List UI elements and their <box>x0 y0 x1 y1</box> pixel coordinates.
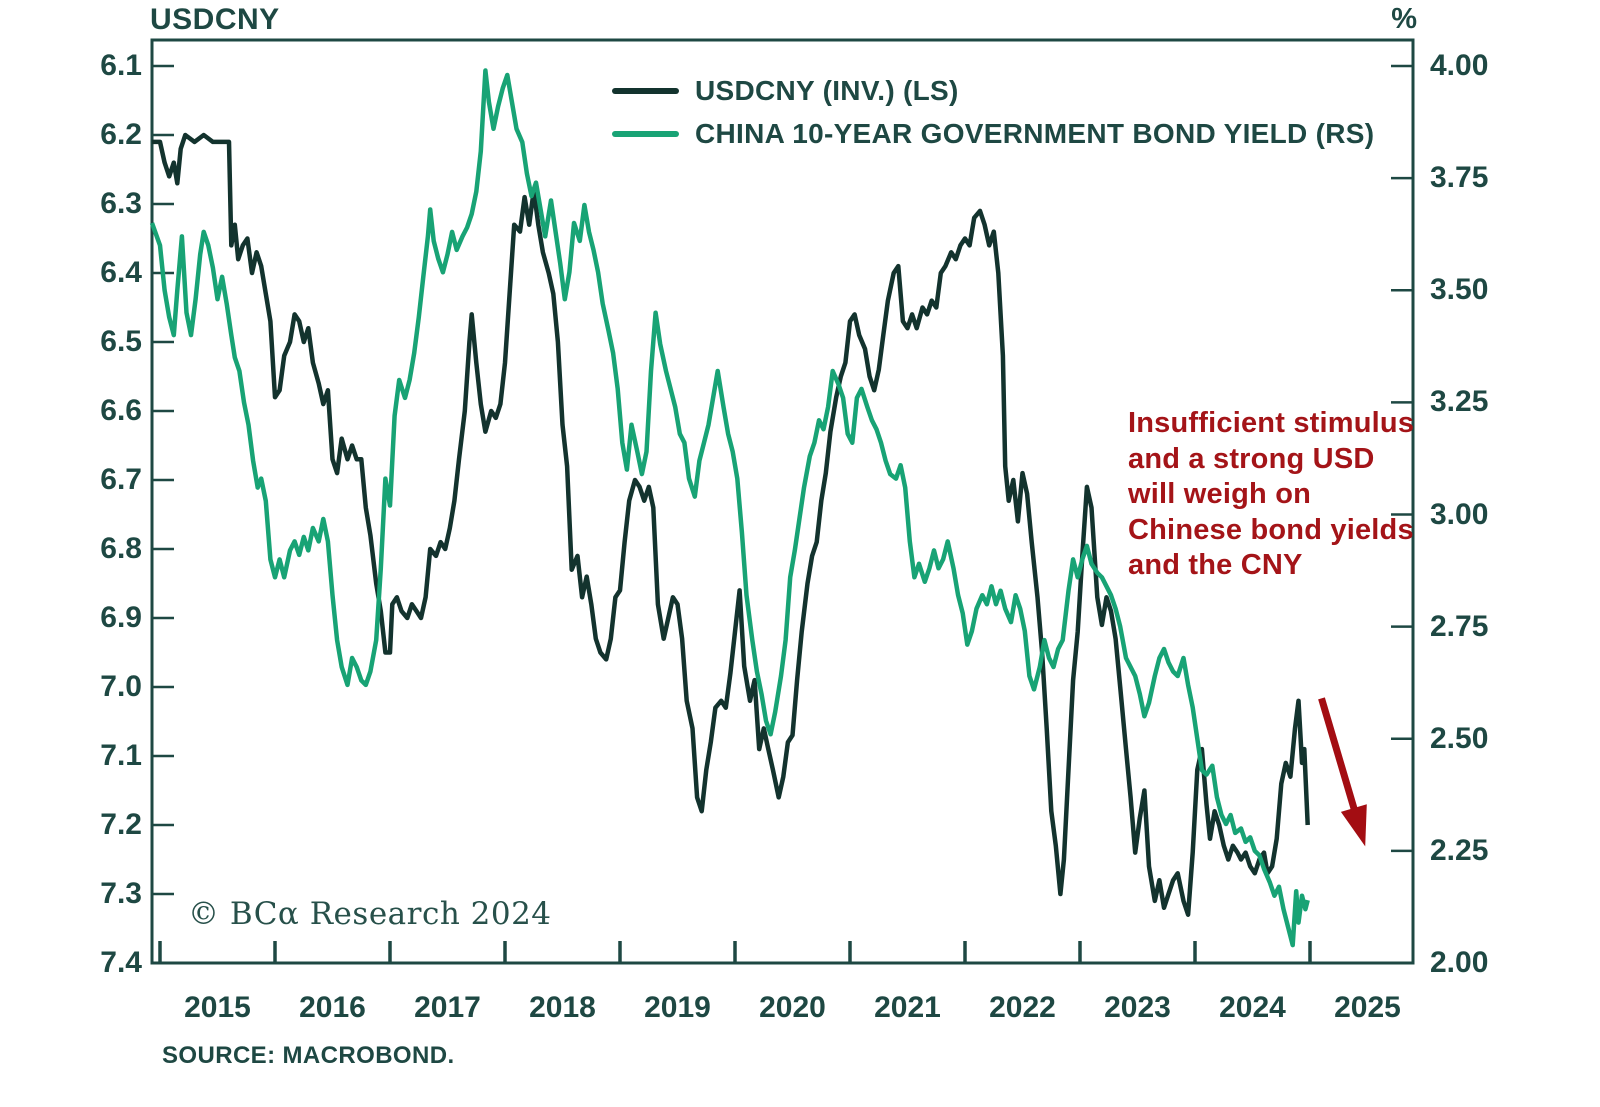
usdcny-line <box>152 132 1310 917</box>
annotation-text: Insufficient stimulus and a strong USD w… <box>1128 407 1415 581</box>
left-axis-tick-label: 6.9 <box>100 601 142 634</box>
left-axis-tick-label: 7.3 <box>100 877 142 910</box>
legend: USDCNY (INV.) (LS) CHINA 10-YEAR GOVERNM… <box>612 75 1375 162</box>
x-axis-year-label: 2018 <box>529 991 596 1024</box>
legend-line-swatch-dark <box>612 88 679 94</box>
trend-arrow-head <box>1340 804 1367 847</box>
right-axis-tick-label: 2.00 <box>1430 946 1489 979</box>
left-axis-tick-label: 6.3 <box>100 187 142 220</box>
x-axis-year-label: 2016 <box>299 991 366 1024</box>
left-axis-tick-label: 6.4 <box>100 256 142 289</box>
x-axis-year-label: 2021 <box>874 991 941 1024</box>
left-axis-tick-label: 6.8 <box>100 532 142 565</box>
x-axis-year-label: 2025 <box>1334 991 1401 1024</box>
legend-item-bond-yield: CHINA 10-YEAR GOVERNMENT BOND YIELD (RS) <box>612 118 1375 149</box>
left-axis-tick-label: 7.2 <box>100 808 142 841</box>
left-axis-tick-label: 6.7 <box>100 463 142 496</box>
right-axis-tick-label: 2.75 <box>1430 609 1489 643</box>
left-axis-tick-label: 7.4 <box>100 946 142 979</box>
x-axis-year-label: 2023 <box>1104 991 1171 1024</box>
legend-label-usdcny: USDCNY (INV.) (LS) <box>695 75 959 106</box>
trend-arrow-shaft <box>1318 697 1359 815</box>
right-axis-tick-label: 3.00 <box>1430 497 1489 531</box>
left-axis-tick-label: 7.1 <box>100 739 142 772</box>
x-axis-year-label: 2019 <box>644 991 711 1024</box>
x-axis-year-label: 2020 <box>759 991 826 1024</box>
source-note: SOURCE: MACROBOND. <box>162 1042 455 1069</box>
bond-yield-line <box>149 68 1310 948</box>
plot-border <box>150 38 1415 965</box>
right-axis-unit: % <box>1391 3 1417 35</box>
x-axis-year-label: 2017 <box>414 991 481 1024</box>
left-axis-tick-label: 6.5 <box>100 325 142 358</box>
x-axis-year-label: 2024 <box>1219 991 1286 1024</box>
right-axis-tick-label: 3.75 <box>1430 161 1489 195</box>
left-axis-tick-label: 6.2 <box>100 118 142 151</box>
legend-line-swatch-green <box>612 131 679 137</box>
legend-label-bond-yield: CHINA 10-YEAR GOVERNMENT BOND YIELD (RS) <box>695 118 1375 149</box>
right-axis-tick-label: 3.50 <box>1430 273 1489 307</box>
legend-item-usdcny: USDCNY (INV.) (LS) <box>612 75 1374 106</box>
right-axis-tick-label: 2.25 <box>1430 833 1489 867</box>
right-axis-tick-label: 2.50 <box>1430 721 1489 755</box>
right-axis-tick-label: 4.00 <box>1430 49 1489 82</box>
left-axis-tick-label: 6.6 <box>100 394 142 427</box>
left-axis-tick-label: 7.0 <box>100 670 142 703</box>
x-axis-year-label: 2015 <box>184 991 251 1024</box>
x-axis-year-label: 2022 <box>989 991 1056 1024</box>
left-axis-title: USDCNY <box>150 3 280 36</box>
watermark: © BCα Research 2024 <box>188 896 552 932</box>
right-axis-tick-label: 3.25 <box>1430 385 1489 419</box>
left-axis-tick-label: 6.1 <box>100 49 142 82</box>
